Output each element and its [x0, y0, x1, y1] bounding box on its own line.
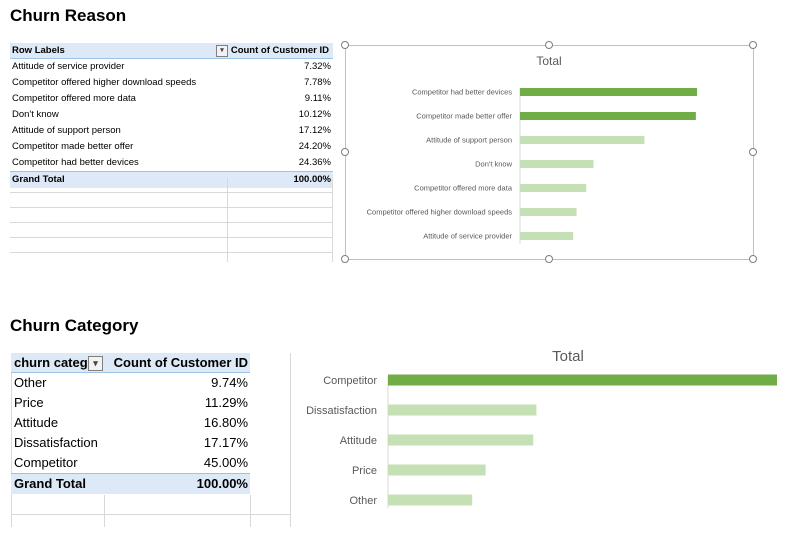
- table-row: Don't know 10.12%: [10, 107, 333, 123]
- bar: [388, 494, 473, 506]
- row-label: Competitor made better offer: [12, 141, 134, 152]
- bar: [388, 374, 777, 386]
- table-row: Competitor offered higher download speed…: [10, 75, 333, 91]
- empty-grid-cells: [11, 495, 290, 527]
- churn-category-pivot-table: churn categ ▾ Count of Customer ID Other…: [11, 353, 250, 494]
- pivot-header-row: Row Labels ▾ Count of Customer ID: [10, 43, 333, 59]
- row-value: 24.36%: [298, 157, 331, 168]
- row-label: Attitude: [14, 415, 59, 430]
- row-label: Attitude of service provider: [12, 61, 125, 72]
- bar: [520, 208, 577, 216]
- churn-reason-bar-chart: Total Competitor had better devices Compet…: [367, 54, 698, 244]
- category-tick-label: Attitude of support person: [426, 136, 512, 145]
- resize-handle[interactable]: [545, 255, 553, 263]
- resize-handle[interactable]: [341, 41, 349, 49]
- table-row: Price 11.29%: [11, 393, 250, 413]
- bar: [520, 112, 696, 120]
- category-tick-label: Attitude: [340, 435, 377, 447]
- category-tick-label: Competitor: [323, 375, 377, 387]
- column-divider: [290, 353, 291, 527]
- grand-total-value: 100.00%: [293, 174, 331, 185]
- category-tick-label: Competitor had better devices: [412, 88, 512, 97]
- row-value: 9.74%: [211, 375, 248, 390]
- row-labels-header: churn categ: [14, 355, 88, 370]
- category-tick-label: Price: [352, 465, 377, 477]
- row-value: 17.17%: [203, 435, 248, 450]
- resize-handle[interactable]: [545, 41, 553, 49]
- grand-total-row: Grand Total 100.00%: [11, 473, 250, 494]
- bar: [388, 434, 534, 446]
- bar: [520, 136, 645, 144]
- pivot-header-row: churn categ ▾ Count of Customer ID: [11, 353, 250, 373]
- grand-total-label: Grand Total: [14, 476, 86, 491]
- row-label: Competitor offered higher download speed…: [12, 77, 197, 88]
- row-label: Dissatisfaction: [14, 435, 98, 450]
- row-label: Don't know: [12, 109, 59, 120]
- row-label: Competitor had better devices: [12, 157, 139, 168]
- row-label: Other: [14, 375, 47, 390]
- grand-total-label: Grand Total: [12, 174, 65, 185]
- bar: [388, 464, 486, 476]
- table-row: Competitor offered more data 9.11%: [10, 91, 333, 107]
- count-header: Count of Customer ID: [113, 355, 248, 370]
- column-divider: [11, 353, 12, 527]
- filter-icon[interactable]: ▾: [88, 356, 103, 371]
- row-value: 17.12%: [298, 125, 331, 136]
- resize-handle[interactable]: [749, 148, 757, 156]
- category-tick-label: Competitor offered higher download speed…: [367, 208, 513, 217]
- row-value: 9.11%: [304, 93, 331, 104]
- table-row: Attitude of support person 17.12%: [10, 123, 333, 139]
- bar: [520, 232, 574, 240]
- row-value: 11.29%: [204, 395, 248, 410]
- row-label: Attitude of support person: [12, 125, 121, 136]
- grand-total-value: 100.00%: [196, 476, 248, 491]
- table-row: Competitor made better offer 24.20%: [10, 139, 333, 155]
- category-tick-label: Other: [349, 495, 377, 507]
- category-tick-label: Competitor offered more data: [414, 184, 513, 193]
- resize-handle[interactable]: [341, 255, 349, 263]
- row-value: 7.32%: [304, 61, 331, 72]
- bar: [520, 184, 587, 192]
- count-header: Count of Customer ID: [230, 45, 329, 56]
- table-row: Other 9.74%: [11, 373, 250, 393]
- row-labels-header: Row Labels: [12, 45, 65, 56]
- bar: [388, 404, 537, 416]
- row-value: 7.78%: [304, 77, 331, 88]
- row-value: 16.80%: [203, 415, 248, 430]
- table-row: Attitude of service provider 7.32%: [10, 59, 333, 75]
- category-tick-label: Competitor made better offer: [416, 112, 512, 121]
- bar: [520, 160, 594, 168]
- row-label: Price: [14, 395, 44, 410]
- row-label: Competitor offered more data: [12, 93, 136, 104]
- table-row: Dissatisfaction 17.17%: [11, 433, 250, 453]
- bar: [520, 88, 698, 96]
- row-value: 45.00%: [203, 455, 248, 470]
- resize-handle[interactable]: [749, 41, 757, 49]
- row-value: 10.12%: [298, 109, 331, 120]
- table-row: Attitude 16.80%: [11, 413, 250, 433]
- table-row: Competitor 45.00%: [11, 453, 250, 473]
- row-value: 24.20%: [298, 141, 331, 152]
- category-tick-label: Don't know: [475, 160, 512, 169]
- chart-title: Total: [552, 348, 584, 365]
- churn-reason-title: Churn Reason: [10, 6, 127, 25]
- row-label: Competitor: [14, 455, 78, 470]
- grand-total-row: Grand Total 100.00%: [10, 171, 333, 188]
- churn-reason-chart-frame[interactable]: [345, 45, 754, 260]
- table-row: Competitor had better devices 24.36%: [10, 155, 333, 171]
- churn-category-title: Churn Category: [10, 316, 139, 335]
- resize-handle[interactable]: [749, 255, 757, 263]
- chart-title: Total: [536, 54, 561, 68]
- resize-handle[interactable]: [341, 148, 349, 156]
- churn-reason-pivot-table: Row Labels ▾ Count of Customer ID Attitu…: [10, 43, 333, 188]
- category-tick-label: Attitude of service provider: [423, 232, 512, 241]
- empty-grid-cells: [10, 178, 333, 262]
- filter-icon[interactable]: ▾: [216, 45, 228, 57]
- category-tick-label: Dissatisfaction: [306, 405, 377, 417]
- churn-category-bar-chart: Total Competitor Dissatisfaction Attitude Pr…: [306, 348, 777, 508]
